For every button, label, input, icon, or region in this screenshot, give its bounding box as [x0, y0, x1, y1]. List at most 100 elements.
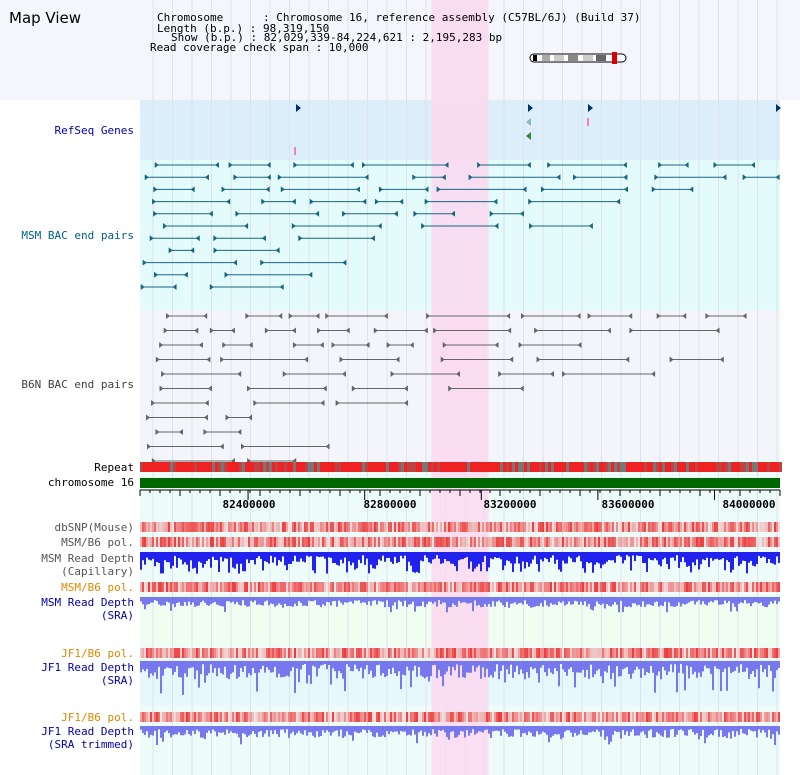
jf1-b6-pol-strip-2: [674, 712, 676, 722]
jf1-b6-pol-strip: [736, 648, 738, 658]
refseq-genes-label[interactable]: RefSeq Genes: [54, 124, 134, 137]
jf1-b6-pol-strip-2: [488, 712, 490, 722]
dbsnp-strip: [354, 522, 356, 532]
jf1-b6-pol-strip-2: [146, 712, 148, 722]
dbsnp-strip: [222, 522, 224, 532]
msm-depth-capillary-bar: [604, 552, 606, 564]
msm-b6-pol-strip-2: [462, 582, 464, 592]
msm-depth-capillary-bar: [674, 552, 676, 561]
jf1-depth-trimmed-bar: [524, 726, 526, 734]
msm-bac-pair-end: [266, 174, 271, 181]
jf1-b6-pol-strip-2: [648, 712, 650, 722]
msm-bac-pair-end: [154, 271, 159, 278]
dbsnp-strip: [366, 522, 368, 532]
msm-depth-sra-bar: [298, 597, 300, 602]
jf1-depth-trimmed-bar: [714, 726, 716, 731]
jf1-depth-trimmed-bar: [704, 726, 706, 744]
jf1-depth-trimmed-bar: [716, 726, 718, 730]
msm-b6-pol-strip: [756, 537, 758, 547]
msm-b6-pol-label-2[interactable]: MSM/B6 pol.: [61, 581, 134, 594]
msm-depth-sra-bar: [142, 597, 144, 605]
jf1-b6-pol-strip: [172, 648, 174, 658]
jf1-depth-sra-bar: [220, 661, 222, 674]
jf1-depth-sra-bar: [716, 661, 718, 669]
msm-depth-capillary-bar: [410, 552, 412, 566]
jf1-read-depth-label[interactable]: JF1 Read Depth: [41, 661, 134, 674]
dbsnp-strip: [666, 522, 668, 532]
msm-bac-end-pairs-label[interactable]: MSM BAC end pairs: [21, 229, 134, 242]
jf1-depth-sra-bar: [168, 661, 170, 668]
msm-b6-pol-strip-2: [498, 582, 500, 592]
jf1-b6-pol-strip-2: [198, 712, 200, 722]
repeat-segment: [542, 462, 545, 472]
repeat-segment: [776, 462, 779, 472]
msm-bac-pair-end: [208, 210, 213, 217]
jf1-depth-trimmed-bar: [218, 726, 220, 733]
msm-depth-sra-bar: [370, 597, 372, 606]
msm-b6-pol-strip: [228, 537, 230, 547]
msm-b6-pol-strip-2: [170, 582, 172, 592]
msm-b6-pol-strip: [750, 537, 752, 547]
msm-depth-capillary-bar: [456, 552, 458, 572]
b6n-bac-end-pairs-label[interactable]: B6N BAC end pairs: [21, 378, 134, 391]
repeat-segment: [590, 462, 593, 472]
msm-depth-capillary-bar: [318, 552, 320, 558]
msm-bac-pair-end: [309, 198, 314, 205]
jf1-b6-pol-strip-2: [534, 712, 536, 722]
msm-depth-sra-bar: [204, 597, 206, 603]
dbsnp-strip: [774, 522, 776, 532]
msm-b6-pol-label-1[interactable]: MSM/B6 pol.: [61, 536, 134, 549]
dbsnp-label[interactable]: dbSNP(Mouse): [54, 521, 134, 534]
b6n-bac-pair-end: [442, 342, 447, 348]
jf1-b6-pol-strip: [490, 648, 492, 658]
msm-depth-capillary-bar: [176, 552, 178, 568]
msm-b6-pol-strip: [458, 537, 460, 547]
jf1-depth-trimmed-bar: [484, 726, 486, 731]
jf1-b6-pol-strip-2: [562, 712, 564, 722]
jf1-b6-pol-strip-2: [564, 712, 566, 722]
msm-depth-capillary-bar: [776, 552, 778, 557]
dbsnp-strip: [294, 522, 296, 532]
msm-b6-pol-strip: [438, 537, 440, 547]
msm-b6-pol-strip-2: [320, 582, 322, 592]
repeat-segment: [716, 462, 719, 472]
msm-b6-pol-strip-2: [428, 582, 430, 592]
jf1-b6-pol-strip: [256, 648, 258, 658]
jf1-depth-sra-bar: [426, 661, 428, 677]
jf1-depth-trimmed-bar: [252, 726, 254, 732]
jf1-depth-trimmed-bar: [510, 726, 512, 737]
jf1-b6-pol-strip: [388, 648, 390, 658]
msm-read-depth-capillary-label[interactable]: MSM Read Depth: [41, 552, 134, 565]
jf1-depth-sra-bar: [446, 661, 448, 672]
msm-depth-capillary-bar: [312, 552, 314, 571]
jf1-read-depth-trimmed-label[interactable]: JF1 Read Depth: [41, 725, 134, 738]
jf1-b6-pol-strip-2: [428, 712, 430, 722]
jf1-b6-pol-label-1[interactable]: JF1/B6 pol.: [61, 647, 134, 660]
dbsnp-strip: [478, 522, 480, 532]
msm-depth-capillary-bar: [330, 552, 332, 558]
msm-bac-pair-end: [233, 259, 238, 266]
msm-depth-sra-bar: [726, 597, 728, 604]
msm-depth-capillary-bar: [534, 552, 536, 556]
msm-depth-sra-bar: [412, 597, 414, 602]
msm-depth-capillary-bar: [450, 552, 452, 564]
dbsnp-strip: [508, 522, 510, 532]
msm-depth-sra-bar: [466, 597, 468, 604]
jf1-b6-pol-strip-2: [482, 712, 484, 722]
jf1-b6-pol-label-2[interactable]: JF1/B6 pol.: [61, 711, 134, 724]
msm-b6-pol-strip-2: [376, 582, 378, 592]
msm-depth-sra-bar: [278, 597, 280, 604]
msm-depth-capillary-bar: [526, 552, 528, 563]
jf1-b6-pol-strip-2: [376, 712, 378, 722]
msm-depth-sra-bar: [434, 597, 436, 602]
dbsnp-strip: [168, 522, 170, 532]
msm-depth-sra-bar: [398, 597, 400, 601]
msm-read-depth-sra-label[interactable]: MSM Read Depth: [41, 596, 134, 609]
repeat-segment: [236, 462, 239, 472]
dbsnp-strip: [514, 522, 516, 532]
jf1-depth-trimmed-bar: [678, 726, 680, 731]
msm-b6-pol-strip: [454, 537, 456, 547]
msm-b6-pol-strip-2: [532, 582, 534, 592]
chromosome-ideogram[interactable]: [528, 51, 632, 67]
